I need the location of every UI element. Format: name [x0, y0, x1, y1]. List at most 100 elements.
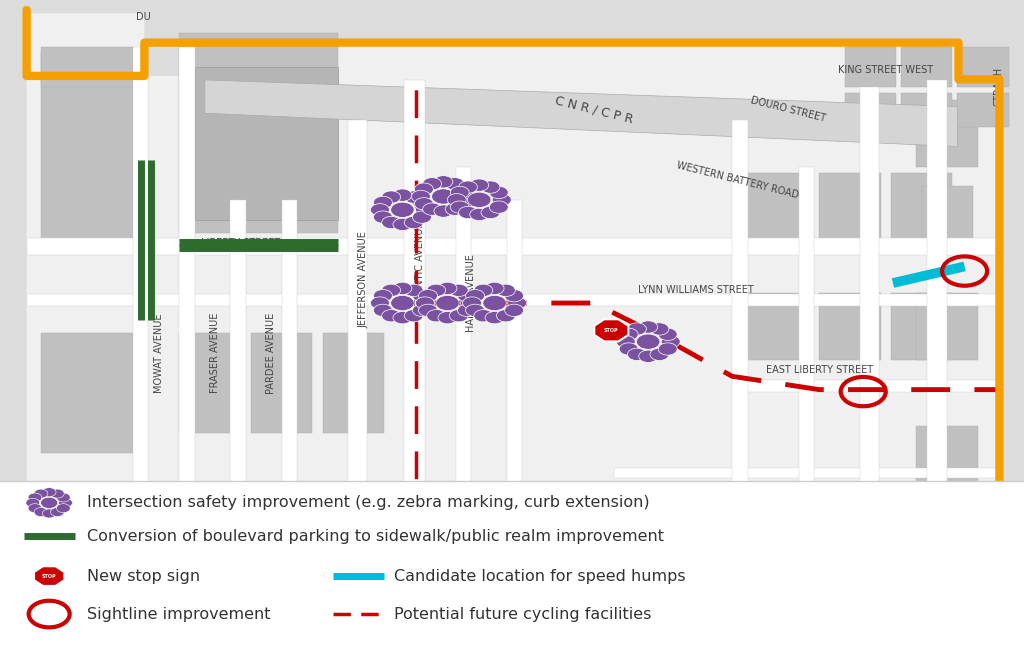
Bar — [251, 333, 312, 433]
Circle shape — [470, 208, 488, 220]
Circle shape — [416, 297, 434, 309]
Circle shape — [415, 198, 433, 210]
Circle shape — [50, 507, 65, 517]
Bar — [41, 53, 133, 240]
Circle shape — [42, 488, 56, 497]
Bar — [927, 80, 947, 573]
Bar — [282, 200, 297, 573]
Circle shape — [432, 189, 455, 204]
Circle shape — [393, 218, 412, 230]
Text: Candidate location for speed humps: Candidate location for speed humps — [394, 569, 686, 583]
Circle shape — [391, 296, 414, 310]
Circle shape — [458, 290, 476, 302]
Circle shape — [628, 323, 646, 335]
Circle shape — [438, 312, 457, 324]
Circle shape — [34, 507, 48, 517]
Text: DU: DU — [136, 11, 151, 22]
Text: STOP: STOP — [604, 328, 618, 333]
Circle shape — [489, 201, 508, 213]
Bar — [901, 513, 952, 566]
Text: KING STREET WEST: KING STREET WEST — [839, 65, 933, 75]
Bar — [195, 67, 338, 220]
Bar — [507, 200, 522, 573]
Circle shape — [485, 312, 504, 324]
Circle shape — [505, 304, 523, 316]
Polygon shape — [27, 13, 999, 582]
Circle shape — [481, 181, 500, 193]
Text: FRASER AVENUE: FRASER AVENUE — [210, 313, 220, 393]
Text: LIBERTY STREET: LIBERTY STREET — [201, 238, 281, 248]
Text: Intersection safety improvement (e.g. zebra marking, curb extension): Intersection safety improvement (e.g. ze… — [87, 496, 649, 510]
Bar — [819, 173, 881, 253]
Circle shape — [616, 336, 635, 348]
Text: New stop sign: New stop sign — [87, 569, 200, 583]
Circle shape — [466, 290, 484, 302]
Circle shape — [434, 205, 453, 217]
Text: GAR: GAR — [986, 557, 1011, 568]
Bar — [41, 333, 133, 453]
Bar — [27, 533, 999, 579]
Circle shape — [382, 191, 400, 203]
Bar — [799, 166, 814, 573]
Circle shape — [413, 290, 431, 302]
Bar — [0, 481, 1024, 666]
Text: C N R: C N R — [323, 531, 353, 541]
Bar — [179, 33, 338, 233]
Bar — [922, 186, 973, 253]
Bar — [901, 93, 952, 127]
Circle shape — [374, 290, 392, 302]
Bar — [916, 426, 978, 493]
Circle shape — [28, 503, 42, 513]
Circle shape — [461, 297, 479, 309]
Circle shape — [438, 282, 457, 294]
Polygon shape — [34, 566, 65, 586]
Circle shape — [26, 498, 40, 507]
Bar — [957, 93, 1009, 127]
Text: PARDEE AVENUE: PARDEE AVENUE — [266, 312, 276, 394]
Circle shape — [436, 296, 459, 310]
Circle shape — [450, 284, 468, 296]
Circle shape — [470, 179, 488, 191]
Bar — [614, 468, 999, 478]
Circle shape — [393, 189, 412, 201]
Circle shape — [451, 201, 469, 213]
Bar — [891, 293, 952, 360]
Circle shape — [458, 304, 476, 316]
Circle shape — [374, 304, 392, 316]
Circle shape — [41, 498, 57, 508]
Circle shape — [412, 190, 430, 202]
Bar — [957, 47, 1009, 87]
Circle shape — [463, 297, 481, 309]
Circle shape — [658, 328, 677, 340]
Bar — [348, 120, 367, 573]
Circle shape — [56, 503, 71, 513]
Circle shape — [415, 183, 433, 195]
Bar — [737, 173, 809, 253]
Text: MOWAT AVENUE: MOWAT AVENUE — [154, 313, 164, 393]
Circle shape — [404, 191, 423, 203]
Circle shape — [391, 202, 414, 217]
Bar — [819, 293, 881, 360]
Circle shape — [483, 296, 506, 310]
Bar — [27, 294, 999, 306]
Circle shape — [508, 297, 526, 309]
Circle shape — [404, 216, 423, 228]
Circle shape — [42, 509, 56, 518]
Circle shape — [382, 216, 400, 228]
Circle shape — [628, 348, 646, 360]
Circle shape — [371, 204, 389, 216]
Circle shape — [485, 282, 504, 294]
Circle shape — [620, 328, 638, 340]
Circle shape — [497, 284, 515, 296]
Circle shape — [505, 290, 523, 302]
Circle shape — [451, 186, 469, 198]
Circle shape — [413, 196, 431, 208]
Circle shape — [662, 336, 680, 348]
Polygon shape — [205, 80, 957, 147]
Text: JEFFERSON AVENUE: JEFFERSON AVENUE — [358, 231, 369, 328]
Text: C N R / C P R: C N R / C P R — [554, 94, 634, 126]
Circle shape — [423, 203, 441, 215]
Bar — [737, 293, 809, 360]
Text: STOP: STOP — [42, 573, 56, 579]
Circle shape — [382, 310, 400, 322]
